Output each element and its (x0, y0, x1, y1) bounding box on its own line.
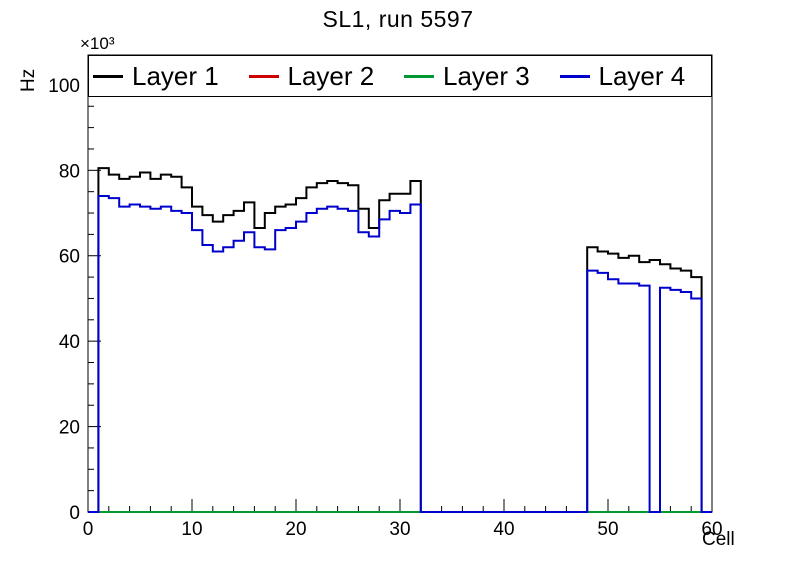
legend-entry-layer-1: Layer 1 (89, 61, 245, 92)
legend-line-layer-3-icon (404, 74, 434, 78)
y-axis-title: Hz (18, 68, 39, 92)
svg-text:40: 40 (493, 519, 514, 540)
legend-entry-layer-3: Layer 3 (400, 61, 556, 92)
y-axis-multiplier: ×10³ (80, 34, 115, 53)
legend: Layer 1 Layer 2 Layer 3 Layer 4 (88, 55, 712, 97)
svg-text:60: 60 (59, 247, 80, 268)
svg-text:100: 100 (48, 76, 80, 97)
svg-text:60: 60 (701, 519, 722, 540)
x-axis-title: Cell (702, 529, 735, 550)
legend-label-layer-3: Layer 3 (443, 60, 530, 91)
svg-text:0: 0 (69, 503, 80, 524)
legend-line-layer-1-icon (93, 74, 123, 78)
svg-text:20: 20 (59, 418, 80, 439)
legend-line-layer-2-icon (248, 74, 279, 78)
svg-text:50: 50 (597, 519, 618, 540)
svg-text:20: 20 (285, 519, 306, 540)
svg-text:10: 10 (181, 519, 202, 540)
legend-entry-layer-2: Layer 2 (245, 61, 401, 92)
legend-line-layer-4-icon (559, 74, 590, 78)
legend-entry-layer-4: Layer 4 (556, 61, 712, 92)
legend-label-layer-2: Layer 2 (287, 60, 375, 91)
svg-text:0: 0 (83, 519, 94, 540)
chart-title: SL1, run 5597 (322, 6, 474, 32)
svg-text:40: 40 (59, 332, 80, 353)
svg-text:30: 30 (389, 519, 410, 540)
legend-label-layer-1: Layer 1 (132, 60, 219, 91)
legend-label-layer-4: Layer 4 (598, 60, 686, 91)
svg-text:80: 80 (59, 161, 80, 182)
